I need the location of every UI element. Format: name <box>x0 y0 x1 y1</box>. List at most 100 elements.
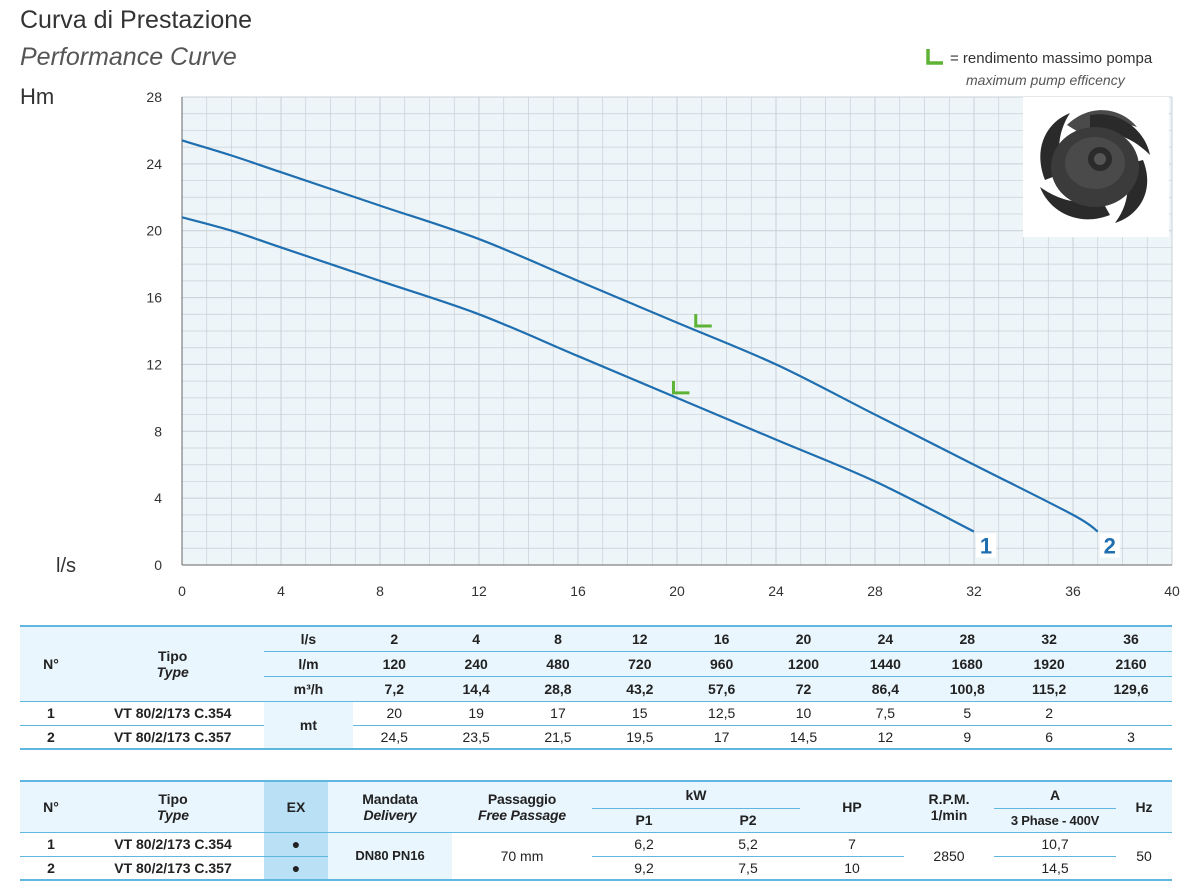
col-mandata-header: Mandata <box>362 790 418 807</box>
head-cell: 14,5 <box>789 728 818 745</box>
ls-cell: 12 <box>598 626 681 652</box>
performance-table: N° Tipo Type l/s 2 4 8 12 16 20 24 28 32 … <box>20 625 1172 750</box>
y-tick-label: 20 <box>146 223 162 239</box>
y-tick-label: 8 <box>154 423 162 439</box>
passage-cell: 70 mm <box>500 847 544 864</box>
ls-cell: 4 <box>435 626 518 652</box>
y-tick-label: 28 <box>146 89 162 105</box>
col-rpm-header: R.P.M. <box>928 790 970 807</box>
head-cell: 17 <box>713 728 730 745</box>
m3h-cell: 100,8 <box>949 680 985 697</box>
legend-text-en: maximum pump efficency <box>966 72 1125 88</box>
row-n: 2 <box>47 859 55 876</box>
p2-cell: 5,2 <box>738 836 758 852</box>
col-hp-header: HP <box>842 798 862 815</box>
x-tick-label: 12 <box>471 583 487 599</box>
row-n: 1 <box>47 836 55 852</box>
p1-cell: 9,2 <box>634 859 654 876</box>
x-tick-label: 16 <box>570 583 586 599</box>
head-cell: 20 <box>386 705 403 721</box>
lm-cell: 480 <box>517 651 599 677</box>
col-kw-header: kW <box>592 781 800 809</box>
col-p2-header: P2 <box>739 812 757 828</box>
head-cell: 21,5 <box>544 728 572 745</box>
lm-cell: 960 <box>680 651 763 677</box>
x-tick-label: 28 <box>867 583 883 599</box>
row-n: 2 <box>47 728 55 745</box>
ls-cell: 16 <box>680 626 763 652</box>
x-tick-label: 32 <box>966 583 982 599</box>
series-line-1 <box>181 216 975 533</box>
unit-ls: l/s <box>263 626 354 652</box>
x-tick-label: 24 <box>768 583 784 599</box>
m3h-cell: 86,4 <box>871 680 899 697</box>
x-tick-label: 40 <box>1164 583 1180 599</box>
unit-lm: l/m <box>263 651 354 677</box>
ls-cell: 36 <box>1090 626 1172 652</box>
col-hz-header: Hz <box>1135 798 1153 815</box>
lm-cell: 1680 <box>926 651 1009 677</box>
head-cell: 6 <box>1045 728 1053 745</box>
ls-cell: 2 <box>353 626 436 652</box>
lm-cell: 1200 <box>762 651 845 677</box>
ex-dot: ● <box>264 856 328 880</box>
delivery-cell: DN80 PN16 <box>328 832 452 880</box>
x-tick-label: 36 <box>1065 583 1081 599</box>
head-cell: 17 <box>550 705 566 721</box>
y-tick-label: 12 <box>146 356 162 372</box>
head-cell: 12,5 <box>708 705 736 721</box>
series-label-bg <box>1099 533 1120 558</box>
col-tipo-header: Tipo <box>158 647 188 664</box>
head-cell: 19,5 <box>626 728 654 745</box>
head-cell: 10 <box>795 705 812 721</box>
page-subtitle: Performance Curve <box>20 43 237 71</box>
m3h-cell: 14,4 <box>462 680 490 697</box>
ls-cell: 8 <box>517 626 599 652</box>
col-phase-header: 3 Phase - 400V <box>1010 812 1100 828</box>
head-cell: 23,5 <box>462 728 490 745</box>
series-label-1: 1 <box>980 534 992 559</box>
impeller-image <box>1023 97 1169 237</box>
series-label-2: 2 <box>1104 534 1116 559</box>
x-tick-label: 4 <box>277 583 285 599</box>
m3h-cell: 43,2 <box>626 680 654 697</box>
m3h-cell: 72 <box>795 680 812 697</box>
x-tick-label: 8 <box>376 583 384 599</box>
specs-table: N° Tipo Type EX Mandata Delivery Passaggio… <box>20 780 1172 881</box>
x-tick-label: 20 <box>669 583 685 599</box>
head-cell: 3 <box>1127 728 1135 745</box>
lm-cell: 240 <box>435 651 518 677</box>
lm-cell: 1920 <box>1008 651 1091 677</box>
row-model: VT 80/2/173 C.357 <box>113 728 232 745</box>
head-cell: 2 <box>1045 705 1053 721</box>
rpm-cell: 2850 <box>933 847 965 864</box>
col-n-header: N° <box>43 798 59 815</box>
bep-marker-1 <box>671 380 690 395</box>
row-model: VT 80/2/173 C.354 <box>113 705 232 721</box>
hz-cell: 50 <box>1136 847 1152 864</box>
head-cell: 24,5 <box>380 728 408 745</box>
bep-marker-2 <box>694 313 712 328</box>
head-cell: 9 <box>963 728 972 745</box>
m3h-cell: 115,2 <box>1031 680 1067 697</box>
head-cell: 7,5 <box>875 705 896 721</box>
p2-cell: 7,5 <box>738 859 758 876</box>
lm-cell: 1440 <box>844 651 927 677</box>
lm-cell: 720 <box>598 651 681 677</box>
y-tick-label: 16 <box>146 290 162 306</box>
unit-m3h: m³/h <box>293 680 324 697</box>
series-label-bg <box>976 533 996 558</box>
head-cell <box>1090 701 1172 725</box>
y-axis-label: Hm <box>20 84 55 109</box>
y-tick-label: 4 <box>154 490 162 506</box>
amp-cell: 10,7 <box>1041 836 1069 852</box>
unit-mt: mt <box>263 701 354 749</box>
y-tick-label: 0 <box>154 557 162 573</box>
amp-cell: 14,5 <box>1041 859 1069 876</box>
col-n-header: N° <box>43 655 59 672</box>
col-rpm-unit: 1/min <box>930 806 968 823</box>
y-tick-label: 24 <box>146 156 162 172</box>
col-ex-header: EX <box>264 781 328 832</box>
head-cell: 19 <box>468 705 484 721</box>
ex-dot: ● <box>264 832 328 856</box>
